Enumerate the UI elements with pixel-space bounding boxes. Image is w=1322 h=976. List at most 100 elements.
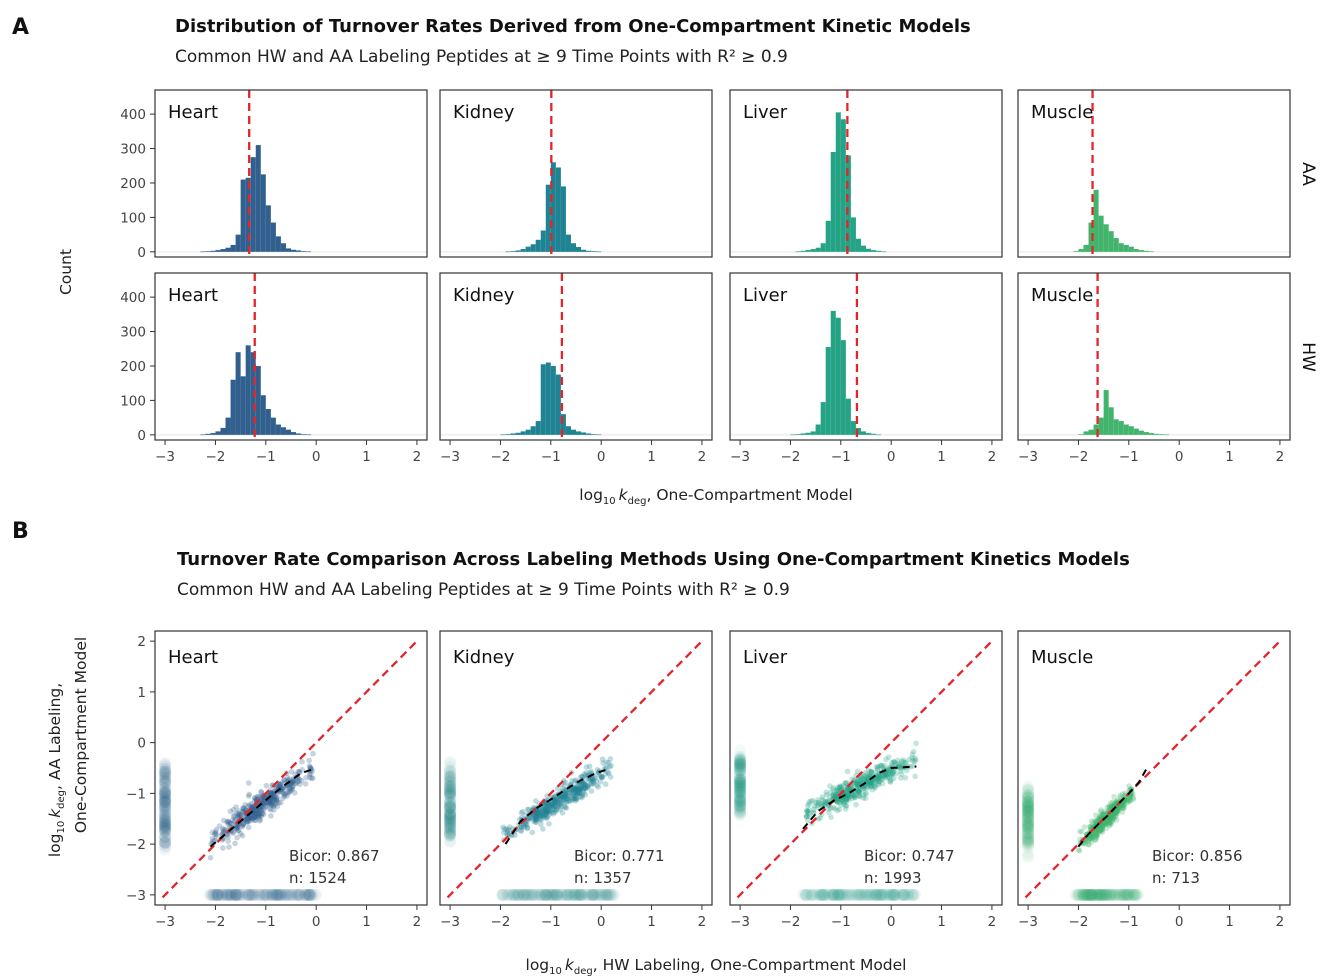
histogram-bar bbox=[205, 433, 211, 435]
data-point bbox=[1097, 809, 1104, 815]
data-point bbox=[525, 816, 531, 822]
rug-point-bottom bbox=[1096, 888, 1109, 901]
rug-point-left bbox=[159, 795, 172, 808]
data-point bbox=[549, 802, 555, 809]
rug-point-bottom bbox=[508, 888, 521, 901]
data-point bbox=[600, 760, 606, 766]
data-point bbox=[831, 794, 838, 800]
rug-point-bottom bbox=[1100, 888, 1113, 901]
rug-point-bottom bbox=[222, 888, 235, 901]
rug-point-bottom bbox=[879, 888, 892, 901]
histogram-bar bbox=[1073, 251, 1079, 252]
histogram-bar bbox=[270, 417, 276, 435]
data-point bbox=[235, 813, 241, 820]
rug-point-bottom bbox=[561, 888, 574, 901]
data-point bbox=[855, 788, 861, 794]
data-point bbox=[851, 794, 858, 801]
data-point bbox=[862, 777, 869, 784]
rug-point-bottom bbox=[859, 888, 872, 901]
rug-point-left bbox=[734, 780, 747, 793]
data-point bbox=[571, 784, 578, 791]
data-point bbox=[270, 801, 276, 807]
histogram-bar bbox=[860, 431, 866, 435]
histogram-bar bbox=[520, 249, 526, 252]
data-point bbox=[913, 740, 919, 747]
data-point bbox=[551, 795, 558, 801]
rug-point-left bbox=[734, 767, 747, 780]
histogram-bar bbox=[1123, 244, 1129, 252]
data-point bbox=[866, 781, 872, 788]
rug-point-left bbox=[1022, 804, 1035, 817]
rug-point-left bbox=[1022, 788, 1035, 801]
x-tick-label: 2 bbox=[988, 449, 997, 465]
rug-point-bottom bbox=[898, 888, 911, 901]
rug-point-bottom bbox=[1081, 888, 1094, 901]
data-point bbox=[857, 776, 864, 783]
data-point bbox=[281, 793, 288, 800]
rug-point-bottom bbox=[854, 888, 867, 901]
rug-point-left bbox=[1022, 838, 1035, 851]
rug-point-left bbox=[734, 786, 747, 799]
data-point bbox=[576, 790, 583, 797]
data-point bbox=[806, 813, 813, 820]
data-point bbox=[561, 804, 568, 810]
histogram-bar bbox=[255, 365, 261, 435]
rug-point-left bbox=[444, 802, 457, 815]
rug-point-left bbox=[1022, 810, 1035, 823]
data-point bbox=[550, 799, 557, 806]
data-point bbox=[560, 794, 567, 800]
data-point bbox=[233, 825, 240, 831]
data-point bbox=[570, 795, 577, 802]
data-point bbox=[854, 781, 860, 788]
rug-point-left bbox=[444, 829, 457, 842]
data-point bbox=[260, 800, 267, 807]
data-point bbox=[588, 768, 594, 775]
data-point bbox=[582, 784, 588, 791]
rug-point-bottom bbox=[587, 888, 600, 901]
data-point bbox=[267, 798, 273, 804]
data-point bbox=[815, 800, 822, 806]
rug-point-bottom bbox=[278, 888, 291, 901]
rug-point-left bbox=[159, 781, 172, 794]
rug-point-bottom bbox=[886, 888, 899, 901]
histogram-bar bbox=[291, 432, 297, 435]
data-point bbox=[576, 787, 583, 793]
rug-point-left bbox=[734, 785, 747, 798]
rug-point-bottom bbox=[1071, 888, 1084, 901]
data-point bbox=[1107, 816, 1114, 822]
data-point bbox=[578, 784, 584, 791]
data-point bbox=[558, 804, 564, 810]
rug-point-left bbox=[734, 792, 747, 805]
data-point bbox=[294, 778, 301, 785]
data-point bbox=[864, 785, 871, 792]
data-point bbox=[1099, 823, 1106, 830]
rug-point-bottom bbox=[233, 888, 246, 901]
histogram-bar bbox=[881, 251, 887, 253]
rug-point-bottom bbox=[1121, 888, 1134, 901]
data-point bbox=[571, 795, 578, 802]
data-point bbox=[576, 786, 583, 792]
data-point bbox=[298, 777, 305, 784]
data-point bbox=[251, 806, 258, 813]
data-point bbox=[1076, 828, 1083, 835]
rug-point-bottom bbox=[241, 888, 254, 901]
data-point bbox=[1086, 841, 1092, 848]
data-point bbox=[819, 801, 825, 807]
rug-point-bottom bbox=[1121, 888, 1134, 901]
data-point bbox=[851, 792, 857, 799]
data-point bbox=[844, 787, 850, 794]
rug-point-bottom bbox=[304, 888, 317, 901]
rug-point-left bbox=[444, 799, 457, 812]
rug-point-bottom bbox=[814, 888, 827, 901]
rug-point-left bbox=[1022, 790, 1035, 803]
rug-point-left bbox=[159, 766, 172, 779]
data-point bbox=[1089, 832, 1095, 839]
rug-point-bottom bbox=[305, 888, 318, 901]
data-point bbox=[1109, 818, 1116, 825]
rug-point-left bbox=[1022, 826, 1035, 839]
data-point bbox=[306, 763, 313, 769]
rug-point-left bbox=[444, 816, 457, 829]
rug-point-bottom bbox=[303, 888, 316, 901]
data-point bbox=[867, 783, 874, 790]
